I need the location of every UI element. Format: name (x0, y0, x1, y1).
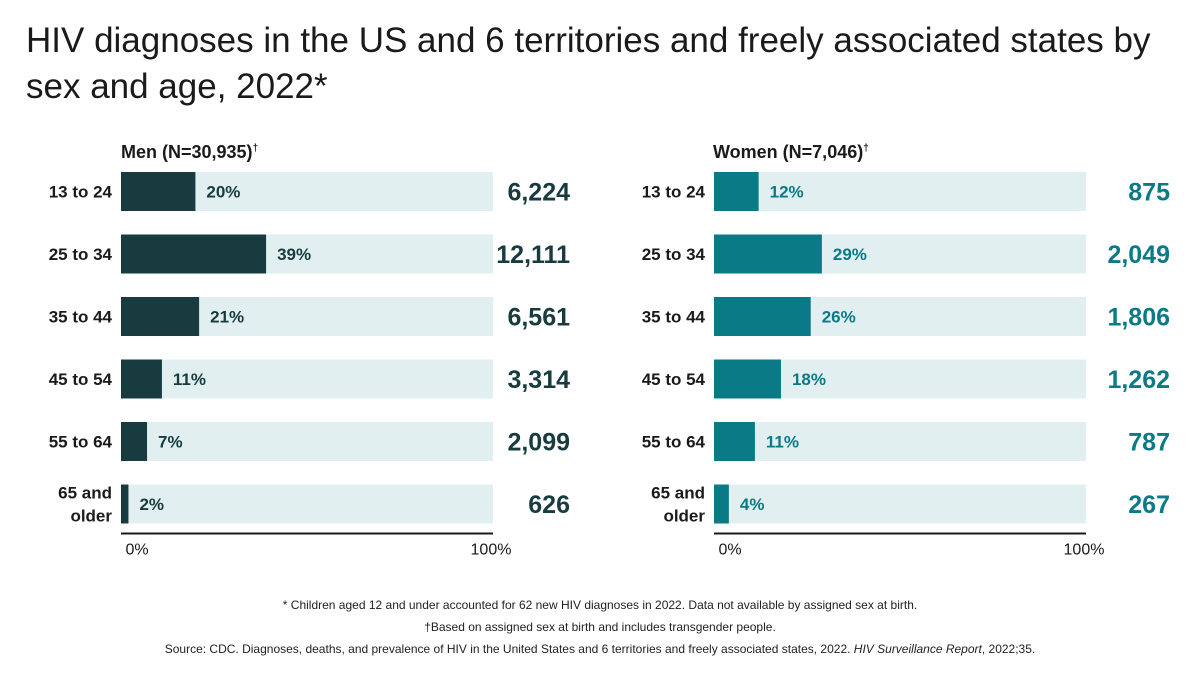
women-category-label: 45 to 54 (642, 370, 706, 389)
men-category-label: 65 and (58, 484, 112, 503)
men-bar (121, 422, 148, 461)
women-count-label: 2,049 (1107, 241, 1170, 269)
men-bar-track (121, 359, 493, 399)
men-bar (121, 172, 196, 211)
women-bar (714, 484, 729, 524)
men-x-tick-label: 0% (125, 542, 148, 559)
women-category-label: 65 and (651, 484, 705, 503)
men-count-label: 3,314 (507, 366, 570, 394)
women-bar-track (714, 484, 1086, 524)
men-count-label: 626 (528, 491, 570, 519)
men-bar-track (121, 422, 493, 461)
women-category-label: 35 to 44 (642, 308, 706, 327)
women-category-label: 55 to 64 (642, 433, 706, 452)
footnote-source: Source: CDC. Diagnoses, deaths, and prev… (0, 642, 1200, 656)
men-category-label: 25 to 34 (49, 245, 113, 264)
women-count-label: 1,806 (1107, 304, 1170, 332)
women-bar (714, 297, 811, 336)
men-bar (121, 297, 200, 336)
men-category-label: 35 to 44 (49, 308, 113, 327)
footnotes: * Children aged 12 and under accounted f… (0, 598, 1200, 664)
men-count-label: 12,111 (496, 241, 570, 269)
women-bar (714, 359, 781, 399)
footnote-source-prefix: Source: CDC. Diagnoses, deaths, and prev… (164, 642, 854, 656)
women-bar-track (714, 422, 1086, 461)
women-percent-label: 11% (766, 433, 799, 452)
women-bar-track (714, 172, 1086, 211)
women-percent-label: 18% (792, 370, 826, 389)
women-panel-title-mark: † (863, 143, 869, 154)
bar-chart: 20% 6,224 13 to 24 39% 12,111 25 to 34 21% 6,56… (49, 172, 1170, 559)
men-bar (121, 484, 129, 524)
women-percent-label: 29% (833, 245, 867, 264)
men-percent-label: 2% (139, 495, 164, 514)
men-percent-label: 11% (173, 370, 206, 389)
women-percent-label: 4% (740, 495, 765, 514)
men-percent-label: 39% (277, 245, 311, 264)
men-percent-label: 20% (206, 183, 240, 202)
women-bar (714, 422, 755, 461)
men-category-label: older (70, 507, 112, 526)
men-percent-label: 21% (210, 308, 244, 327)
women-count-label: 875 (1128, 179, 1170, 207)
footnote-source-suffix: , 2022;35. (981, 642, 1036, 656)
women-category-label: 13 to 24 (642, 183, 706, 202)
women-bar (714, 234, 822, 274)
men-category-label: 45 to 54 (49, 370, 113, 389)
women-panel-title-text: Women (N=7,046) (713, 142, 864, 162)
men-bar (121, 234, 267, 274)
men-count-label: 2,099 (507, 429, 570, 457)
men-category-label: 13 to 24 (49, 183, 113, 202)
men-percent-label: 7% (158, 433, 183, 452)
men-bar (121, 359, 162, 399)
women-panel-title: Women (N=7,046)† (713, 142, 869, 163)
women-x-tick-label: 0% (718, 542, 741, 559)
women-count-label: 1,262 (1107, 366, 1170, 394)
women-count-label: 787 (1128, 429, 1170, 457)
men-panel-title-text: Men (N=30,935) (121, 142, 253, 162)
women-bar (714, 172, 759, 211)
chart-title: HIV diagnoses in the US and 6 territorie… (26, 21, 1151, 106)
women-percent-label: 26% (822, 308, 856, 327)
women-percent-label: 12% (770, 183, 804, 202)
footnote-children: * Children aged 12 and under accounted f… (282, 598, 918, 612)
men-panel-title-mark: † (252, 143, 259, 154)
men-x-tick-label: 100% (471, 542, 512, 559)
men-category-label: 55 to 64 (49, 433, 113, 452)
men-count-label: 6,561 (507, 304, 570, 332)
women-category-label: 25 to 34 (642, 245, 706, 264)
men-panel-title: Men (N=30,935)† (121, 142, 258, 163)
footnote-source-journal: HIV Surveillance Report (853, 642, 982, 656)
men-count-label: 6,224 (507, 179, 570, 207)
women-count-label: 267 (1128, 491, 1170, 519)
women-x-tick-label: 100% (1064, 542, 1105, 559)
footnote-sex: †Based on assigned sex at birth and incl… (424, 620, 776, 634)
women-category-label: older (663, 507, 705, 526)
men-bar-track (121, 484, 493, 524)
